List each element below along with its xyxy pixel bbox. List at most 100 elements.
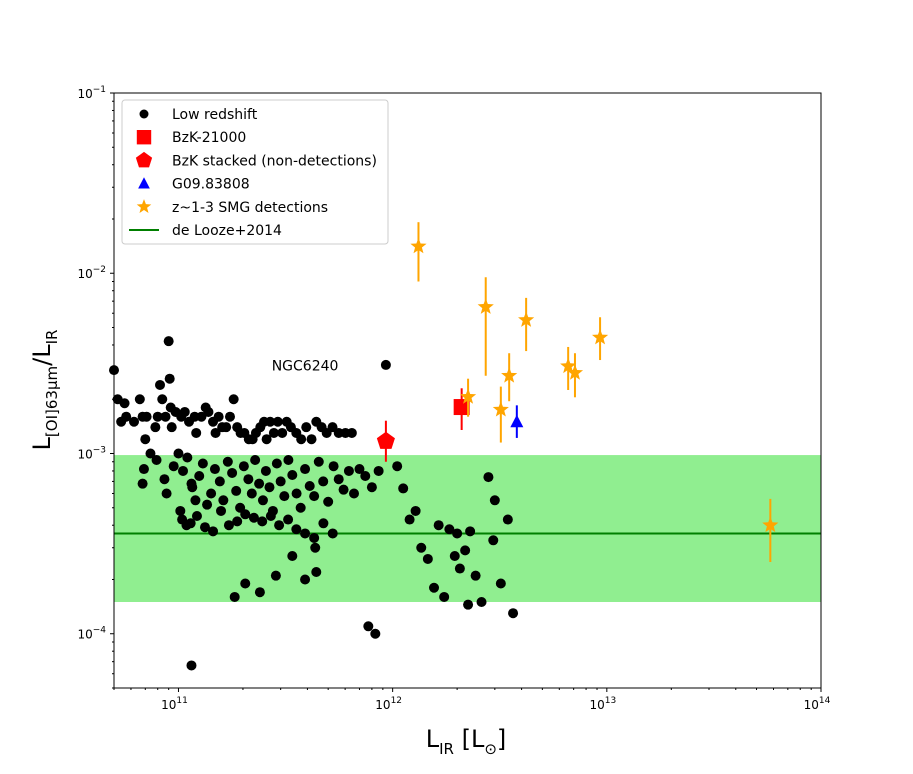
data-point [140, 434, 151, 445]
data-point [145, 448, 156, 459]
legend-label: BzK-21000 [172, 130, 246, 146]
data-point [157, 394, 168, 405]
data-point [449, 550, 460, 561]
data-point [283, 455, 294, 466]
data-point [227, 467, 238, 478]
data-point [137, 478, 148, 489]
tick-label: 1014 [804, 696, 831, 712]
data-point [265, 511, 276, 522]
data-point [410, 505, 421, 516]
data-point [175, 505, 186, 516]
data-point [380, 359, 391, 370]
data-point [150, 422, 161, 433]
data-point [274, 520, 285, 531]
data-point [306, 434, 317, 445]
tick-label: 10−2 [77, 265, 106, 281]
data-point [343, 465, 354, 476]
tick-label: 1013 [589, 696, 616, 712]
data-point [492, 401, 509, 417]
data-point [502, 514, 513, 525]
data-point [209, 464, 220, 475]
data-point [159, 474, 170, 485]
data-point [465, 526, 476, 537]
data-point [240, 578, 251, 589]
data-point [160, 411, 171, 422]
data-point [213, 411, 224, 422]
data-point [168, 461, 179, 472]
data-point [272, 416, 283, 427]
tick-label: 10−3 [77, 445, 106, 461]
data-point [261, 434, 272, 445]
data-point [295, 502, 306, 513]
data-point [240, 509, 251, 520]
data-point [501, 367, 518, 383]
legend-label: BzK stacked (non-detections) [172, 153, 377, 169]
axis-labels: LIR [L⊙] L[OI]63μm/LIR [28, 330, 506, 758]
data-point [328, 461, 339, 472]
data-point [422, 553, 433, 564]
data-point [196, 411, 207, 422]
data-point [232, 516, 243, 527]
data-point [291, 524, 302, 535]
data-point [416, 542, 427, 553]
data-point [277, 427, 288, 438]
data-point [186, 660, 197, 671]
data-point [454, 563, 465, 574]
data-point [238, 461, 249, 472]
data-point [300, 574, 311, 585]
data-point [191, 427, 202, 438]
data-point [508, 608, 519, 619]
data-point [439, 591, 450, 602]
data-marks [109, 222, 779, 671]
data-point [270, 570, 281, 581]
tick-label: 1011 [161, 696, 188, 712]
data-point [141, 411, 152, 422]
legend-marker [138, 177, 150, 189]
data-point [283, 514, 294, 525]
data-point [268, 427, 279, 438]
data-point [186, 478, 197, 489]
data-point [287, 550, 298, 561]
data-point [392, 461, 403, 472]
data-point [206, 488, 217, 499]
data-point [163, 336, 174, 347]
data-point [366, 482, 377, 493]
data-point [190, 495, 201, 506]
data-point [119, 398, 130, 409]
data-point [216, 505, 227, 516]
data-point [208, 526, 219, 537]
x-axis-label: LIR [L⊙] [426, 725, 507, 758]
data-point [398, 483, 409, 494]
data-point [214, 476, 225, 487]
data-point [459, 388, 477, 404]
data-point [452, 528, 463, 539]
data-point [191, 511, 202, 522]
data-point [460, 545, 471, 556]
data-point [370, 628, 381, 639]
data-point [223, 520, 234, 531]
legend-marker [139, 109, 149, 119]
data-point [248, 512, 259, 523]
data-point [222, 456, 233, 467]
axis-ticks: 1011 1012 1013 1014 10−4 10−3 10−2 10−1 [77, 85, 830, 712]
legend-marker [136, 199, 152, 213]
data-point [463, 599, 474, 610]
data-point [287, 469, 298, 480]
data-point [300, 528, 311, 539]
data-point [224, 411, 235, 422]
tick-label: 1012 [375, 696, 402, 712]
data-point [254, 478, 265, 489]
data-point [363, 621, 374, 632]
data-point [203, 406, 214, 417]
data-point [348, 488, 359, 499]
data-point [194, 471, 205, 482]
data-point [304, 481, 315, 492]
data-point [291, 488, 302, 499]
data-point [151, 455, 162, 466]
data-point [210, 427, 221, 438]
tick-label: 10−4 [77, 626, 106, 642]
data-point [116, 416, 127, 427]
data-point [257, 516, 268, 527]
data-point [495, 578, 506, 589]
data-point [265, 416, 276, 427]
